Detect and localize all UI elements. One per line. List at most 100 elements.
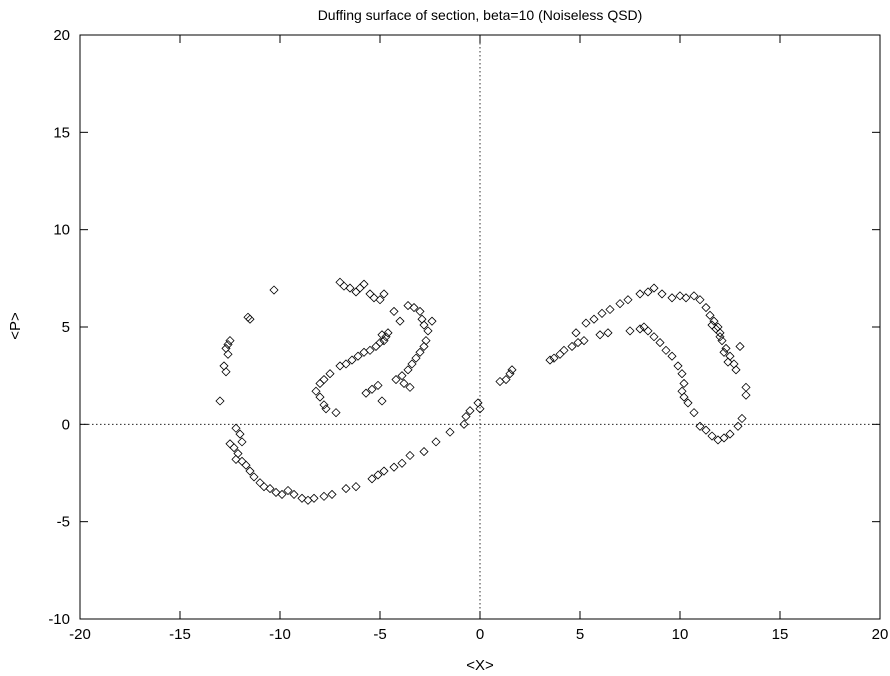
x-tick-label: 15 [772,626,789,643]
data-point [377,330,387,340]
data-point [341,484,351,494]
data-point [589,314,599,324]
data-point [545,355,555,365]
data-point [605,304,615,315]
data-point [375,338,385,348]
data-point [649,332,659,342]
data-point [723,357,733,367]
data-point [725,429,735,439]
data-point [341,359,351,369]
data-point [335,277,345,287]
data-point [355,283,365,293]
data-point [309,493,319,503]
data-point [221,367,231,377]
data-point [223,349,233,359]
y-tick-label: -10 [48,611,70,628]
data-point [373,470,383,480]
data-point [259,482,269,492]
data-point [419,447,429,457]
data-point [649,283,659,293]
data-point [311,386,321,396]
data-point [643,287,653,297]
plot-area [79,34,881,620]
data-point [707,431,717,441]
data-point [283,485,293,496]
data-point [657,289,667,299]
data-point [235,429,245,439]
data-point [231,454,241,464]
data-point [391,374,401,385]
chart-title: Duffing surface of section, beta=10 (Noi… [318,7,643,23]
data-point [265,484,275,494]
data-point [421,336,431,346]
data-point [581,318,591,328]
data-point [701,425,711,435]
data-point [277,489,287,499]
data-point [635,289,645,299]
data-point [395,316,405,326]
data-point [407,359,417,369]
data-point [655,338,665,348]
data-point [225,336,235,346]
data-point [339,281,349,291]
data-point [623,295,633,305]
data-point [571,328,581,338]
y-axis-label: <P> [7,312,24,340]
data-point [731,365,741,375]
data-point [399,378,409,389]
data-point [325,369,335,379]
data-point [319,400,329,410]
data-point [679,392,689,402]
data-point [675,291,685,301]
data-point [377,396,387,406]
data-point [701,302,711,313]
data-point [681,293,691,303]
data-point [379,336,389,346]
data-point [689,408,699,418]
data-point [327,489,337,499]
data-point [673,361,683,371]
data-point [231,423,241,433]
data-point [241,460,251,470]
data-point [229,443,239,453]
data-point [415,306,425,316]
data-point [461,411,471,422]
data-point [741,390,751,400]
data-point [289,489,299,499]
data-point [475,404,485,414]
data-point [445,427,455,437]
data-point [367,384,377,394]
data-point [409,302,419,313]
data-point [431,437,441,447]
x-tick-label: 0 [476,626,484,643]
data-point [405,382,415,392]
data-point [715,332,725,342]
data-points [215,277,751,505]
y-tick-label: 20 [53,27,70,44]
data-point [315,392,325,402]
data-point [667,293,677,303]
data-point [245,314,255,324]
data-point [397,371,407,381]
data-point [595,330,605,340]
data-point [297,493,307,503]
y-tick-label: -5 [57,514,70,531]
data-point [405,450,415,461]
data-point [319,491,329,501]
data-point [315,378,325,389]
data-point [465,406,475,416]
data-point [695,295,705,305]
data-point [321,404,331,414]
data-point [711,324,721,334]
data-point [249,472,259,482]
data-point [403,365,413,375]
data-point [375,295,385,305]
x-tick-label: -5 [373,626,386,643]
data-point [367,474,377,484]
data-point [667,351,677,361]
data-point [347,355,357,365]
data-point [597,308,607,318]
data-point [389,462,399,472]
data-point [361,388,371,398]
